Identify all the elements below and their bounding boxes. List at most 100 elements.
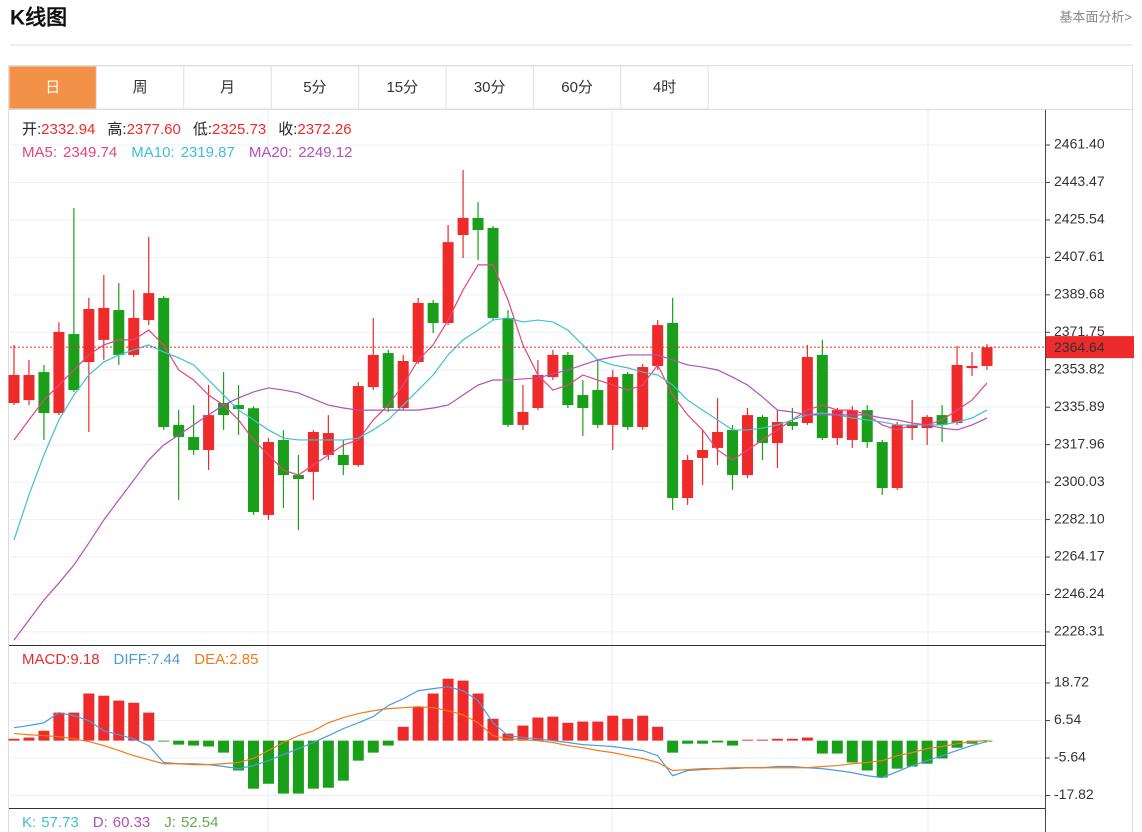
- candle-body: [38, 372, 50, 414]
- macd-bar: [502, 733, 514, 741]
- candle-body: [412, 302, 424, 363]
- macd-bar: [577, 721, 589, 741]
- macd-bar: [158, 740, 170, 742]
- candle-body: [427, 302, 439, 323]
- candle-body: [517, 411, 529, 425]
- y-tick-label: 2228.31: [1054, 623, 1105, 639]
- y-tick-label: 2264.17: [1054, 548, 1105, 564]
- macd-bar: [831, 740, 843, 754]
- macd-bar: [756, 739, 768, 741]
- macd-bar: [816, 740, 828, 754]
- candle-body: [352, 386, 364, 466]
- candle-body: [532, 374, 544, 408]
- legend: K: 57.73 D: 60.33 J: 52.54: [22, 814, 219, 831]
- y-tick-label: 2425.54: [1054, 211, 1105, 227]
- ma-line: [13, 354, 988, 641]
- macd-bar: [472, 693, 484, 741]
- plot: 2461.40 2443.47 2425.54 2407.61 2389.68 2371.…: [8, 121, 1134, 831]
- macd-bar: [562, 722, 574, 741]
- candle-body: [8, 374, 20, 403]
- y-tick-label: 2371.75: [1054, 323, 1105, 339]
- y-tick-label: 18.72: [1054, 674, 1089, 690]
- macd-bar: [292, 740, 304, 794]
- macd-bar: [891, 740, 903, 769]
- macd-bar: [98, 695, 110, 741]
- macd-bar: [203, 740, 215, 747]
- y-tick-label: 2461.40: [1054, 136, 1105, 152]
- tab-label[interactable]: 日: [45, 79, 60, 96]
- macd-bar: [727, 740, 739, 746]
- candle-body: [846, 410, 858, 440]
- tab[interactable]: [95, 65, 185, 110]
- macd-bar: [397, 726, 409, 741]
- legend: MACD:9.18 DIFF:7.44 DEA:2.85: [22, 651, 258, 668]
- macd-bar: [53, 712, 65, 741]
- tab-label[interactable]: 15分: [386, 79, 418, 96]
- candle-body: [128, 317, 140, 355]
- info-name: 高:: [107, 121, 126, 138]
- tab-label[interactable]: 60分: [561, 79, 593, 96]
- tab[interactable]: [620, 65, 709, 110]
- macd-bar: [846, 740, 858, 763]
- macd-bar: [442, 678, 454, 741]
- macd-bar: [248, 740, 260, 789]
- macd-bar: [682, 740, 694, 744]
- candle-body: [262, 442, 274, 515]
- candle-body: [502, 317, 514, 425]
- candle-body: [367, 354, 379, 388]
- candle-body: [831, 410, 843, 439]
- candle-body: [637, 367, 649, 428]
- candle-body: [756, 416, 768, 444]
- macd-bar: [143, 712, 155, 741]
- macd-bar: [712, 740, 724, 743]
- y-tick-label: 6.54: [1054, 711, 1081, 727]
- candle-body: [233, 405, 245, 410]
- tab-label[interactable]: 30分: [474, 79, 506, 96]
- legend-value: 52.54: [181, 814, 219, 831]
- tab-label[interactable]: 4时: [653, 79, 676, 96]
- macd-bar: [262, 740, 274, 784]
- candle-body: [292, 475, 304, 480]
- tab-label[interactable]: 5分: [303, 79, 326, 96]
- macd-bar: [427, 693, 439, 741]
- candle-body: [457, 217, 469, 236]
- y-tick-label: -5.64: [1054, 749, 1086, 765]
- candle-body: [682, 460, 694, 499]
- tab-label[interactable]: 月: [220, 79, 235, 96]
- info-name: 低:: [193, 121, 212, 138]
- macd-bar: [532, 717, 544, 741]
- y-tick-label: 2282.10: [1054, 510, 1105, 526]
- info-name: 收:: [278, 121, 297, 138]
- tab[interactable]: [445, 65, 534, 110]
- y-tick-label: 2443.47: [1054, 173, 1105, 189]
- page-title: K线图: [10, 6, 67, 30]
- candle-body: [876, 442, 888, 489]
- tab-label[interactable]: 周: [133, 79, 148, 96]
- candle-body: [592, 390, 604, 425]
- macd-bar: [607, 715, 619, 741]
- candle-body: [727, 429, 739, 476]
- last-price-box: [1046, 336, 1134, 359]
- fundamental-link[interactable]: 基本面分析>: [1059, 9, 1132, 24]
- macd-bar: [367, 740, 379, 753]
- macd-bar: [8, 738, 20, 741]
- macd-bar: [667, 740, 679, 753]
- ma-line: [13, 264, 988, 476]
- macd-bar: [771, 738, 783, 741]
- macd-bar: [622, 718, 634, 741]
- macd-bar: [352, 740, 364, 761]
- y-tick-label: 2335.89: [1054, 398, 1105, 414]
- y-tick-label: -17.82: [1054, 786, 1094, 802]
- macd-bar: [83, 693, 95, 741]
- macd-bar: [547, 716, 559, 741]
- macd-line: [13, 706, 988, 772]
- legend-value: 2349.74: [63, 144, 117, 161]
- candle-body: [607, 377, 619, 425]
- candle-body: [801, 357, 813, 424]
- candle-body: [981, 347, 993, 367]
- macd-bar: [861, 740, 873, 771]
- legend-value: 7.44: [151, 651, 180, 668]
- y-tick-label: 2389.68: [1054, 286, 1105, 302]
- candle-body: [307, 432, 319, 472]
